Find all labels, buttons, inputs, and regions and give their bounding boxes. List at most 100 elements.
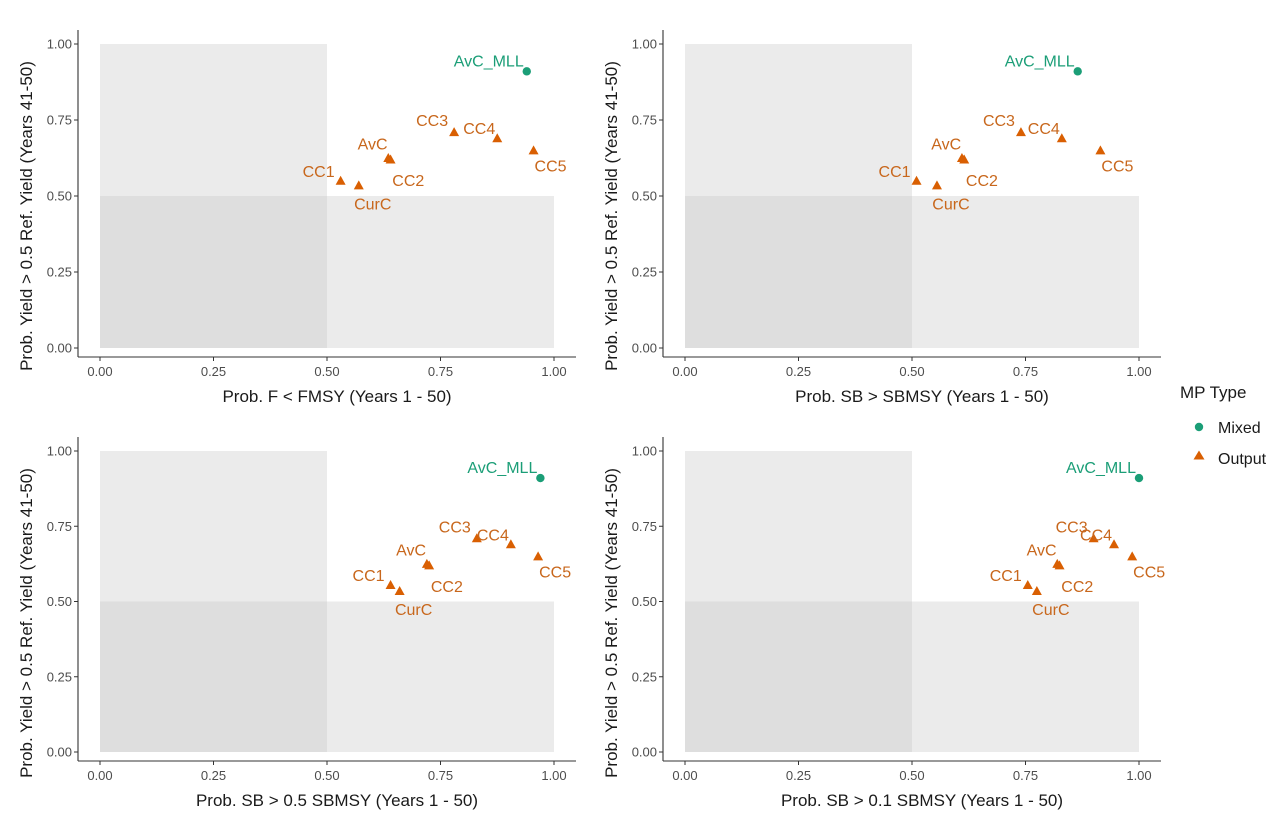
point-cc4	[505, 539, 516, 549]
point-curc	[394, 585, 405, 595]
x-tick-label: 1.00	[1126, 768, 1151, 783]
y-tick-label: 0.00	[632, 341, 657, 356]
x-tick-label: 1.00	[1126, 364, 1151, 379]
point-label-cc1: CC1	[303, 164, 335, 181]
point-label-avc-mll: AvC_MLL	[1005, 53, 1075, 70]
point-label-cc4: CC4	[477, 527, 509, 544]
point-cc4	[1056, 133, 1067, 143]
point-label-curc: CurC	[354, 196, 391, 213]
point-label-cc1: CC1	[879, 164, 911, 181]
x-tick-label: 0.75	[428, 364, 453, 379]
panel-4: 0.00 0.25 0.50 0.75 1.00 0.00 0.25 0.50 0.75 1.00…	[602, 437, 1165, 810]
x-tick-label: 0.50	[899, 768, 924, 783]
point-cc1	[1022, 579, 1033, 589]
y-tick-label: 0.50	[47, 594, 72, 609]
x-tick-label: 0.00	[87, 768, 112, 783]
point-label-avc: AvC	[358, 137, 388, 154]
point-cc5	[1127, 551, 1138, 561]
x-tick-label: 0.75	[1013, 768, 1038, 783]
legend-output-label: Output	[1218, 451, 1267, 468]
x-tick-label: 0.75	[428, 768, 453, 783]
y-tick-label: 0.50	[47, 189, 72, 204]
x-axis-title: Prob. SB > 0.5 SBMSY (Years 1 - 50)	[196, 791, 478, 810]
x-tick-label: 0.00	[87, 364, 112, 379]
y-tick-label: 0.75	[47, 519, 72, 534]
x-tick-label: 0.25	[201, 768, 226, 783]
x-tick-label: 0.75	[1013, 364, 1038, 379]
point-label-cc4: CC4	[463, 121, 495, 138]
panel-1: 0.00 0.25 0.50 0.75 1.00 0.00 0.25 0.50 0.75 1.00…	[17, 30, 576, 406]
point-label-cc3: CC3	[1056, 519, 1088, 536]
y-tick-label: 0.25	[47, 669, 72, 684]
point-label-cc4: CC4	[1080, 527, 1112, 544]
point-cc5	[533, 551, 544, 561]
point-avc-mll	[536, 473, 545, 483]
point-cc1	[335, 175, 346, 185]
zone-bottom-right	[912, 196, 1139, 348]
panel-2: 0.00 0.25 0.50 0.75 1.00 0.00 0.25 0.50 0.75 1.00…	[602, 30, 1161, 406]
point-cc2	[1052, 558, 1063, 568]
point-avc-mll	[1073, 67, 1082, 76]
point-cc3	[471, 533, 482, 543]
point-label-cc3: CC3	[439, 519, 471, 536]
point-cc2	[421, 558, 432, 568]
point-cc3	[1088, 533, 1099, 543]
legend: MP Type Mixed Output	[1180, 383, 1267, 468]
panel-3: 0.00 0.25 0.50 0.75 1.00 0.00 0.25 0.50 0.75 1.00…	[17, 437, 576, 810]
point-label-cc2: CC2	[392, 173, 424, 190]
zone-bottom-right	[327, 196, 554, 348]
point-label-avc: AvC	[1027, 542, 1057, 559]
point-label-avc-mll: AvC_MLL	[1066, 460, 1136, 477]
x-tick-label: 0.25	[201, 364, 226, 379]
legend-mixed-key	[1194, 422, 1204, 432]
point-label-cc3: CC3	[416, 113, 448, 130]
y-tick-label: 0.25	[47, 265, 72, 280]
point-label-curc: CurC	[395, 602, 432, 619]
point-label-cc2: CC2	[1061, 579, 1093, 596]
y-tick-label: 0.25	[632, 265, 657, 280]
zone-bottom-right	[912, 601, 1139, 752]
x-tick-label: 0.25	[786, 364, 811, 379]
point-label-avc-mll: AvC_MLL	[467, 460, 537, 477]
zone-bottom-right	[327, 601, 554, 752]
x-axis-title: Prob. F < FMSY (Years 1 - 50)	[222, 387, 451, 406]
x-tick-label: 0.00	[672, 768, 697, 783]
zone-bottom-left	[685, 196, 912, 348]
point-cc1	[385, 579, 396, 589]
point-curc	[931, 180, 942, 190]
point-label-cc1: CC1	[353, 568, 385, 585]
point-curc	[353, 180, 364, 190]
y-tick-label: 0.00	[47, 745, 72, 760]
point-label-cc3: CC3	[983, 113, 1015, 130]
x-tick-label: 0.00	[672, 364, 697, 379]
x-axis-title: Prob. SB > 0.1 SBMSY (Years 1 - 50)	[781, 791, 1063, 810]
point-cc3	[449, 127, 460, 137]
point-cc3	[1015, 127, 1026, 137]
y-axis-title: Prob. Yield > 0.5 Ref. Yield (Years 41-5…	[602, 468, 621, 778]
legend-mixed-label: Mixed	[1218, 420, 1261, 437]
zone-bottom-left	[685, 601, 912, 752]
y-axis-title: Prob. Yield > 0.5 Ref. Yield (Years 41-5…	[17, 61, 36, 371]
point-curc	[1031, 585, 1042, 595]
y-tick-label: 1.00	[47, 444, 72, 459]
y-tick-label: 0.50	[632, 189, 657, 204]
point-label-curc: CurC	[932, 196, 969, 213]
point-label-cc1: CC1	[990, 568, 1022, 585]
point-cc4	[1109, 539, 1120, 549]
y-tick-label: 0.00	[632, 745, 657, 760]
y-tick-label: 0.25	[632, 669, 657, 684]
x-tick-label: 0.50	[899, 364, 924, 379]
y-tick-label: 1.00	[47, 37, 72, 52]
point-avc-mll	[1134, 473, 1144, 483]
zone-bottom-left	[100, 196, 327, 348]
point-label-avc: AvC	[931, 137, 961, 154]
point-cc2	[383, 153, 394, 162]
x-tick-label: 0.25	[786, 768, 811, 783]
point-label-cc2: CC2	[431, 579, 463, 596]
y-tick-label: 0.75	[47, 113, 72, 128]
legend-title: MP Type	[1180, 383, 1246, 402]
point-label-cc5: CC5	[1101, 158, 1133, 175]
panels: 0.00 0.25 0.50 0.75 1.00 0.00 0.25 0.50 0.75 1.00…	[17, 30, 1165, 810]
